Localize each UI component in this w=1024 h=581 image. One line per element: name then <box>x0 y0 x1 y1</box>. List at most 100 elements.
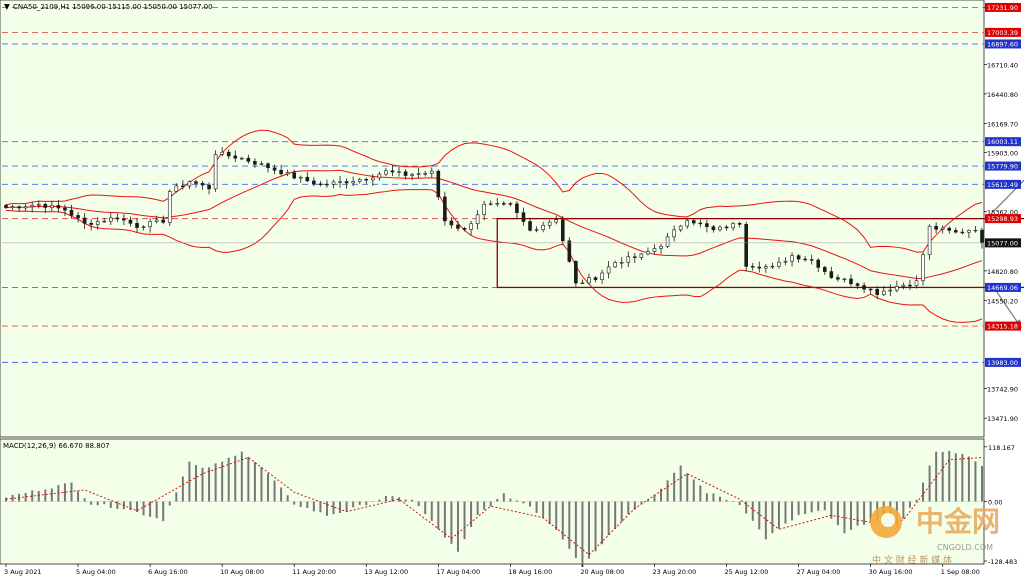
macd-bar <box>456 501 459 552</box>
candle-body <box>351 181 355 184</box>
time-tick-label: 20 Aug 08:00 <box>580 568 624 576</box>
candle-body <box>698 222 703 225</box>
current-price-tag <box>985 238 1021 248</box>
candle <box>816 257 821 273</box>
candle-body <box>10 206 15 208</box>
candle-body <box>495 203 500 205</box>
candle <box>593 276 598 283</box>
range-box[interactable] <box>496 217 1024 289</box>
candle <box>809 254 814 265</box>
macd-bar <box>928 465 931 502</box>
candle-body <box>488 203 493 205</box>
candle <box>868 287 873 295</box>
candle <box>960 228 965 235</box>
candle <box>652 244 657 255</box>
candle-body <box>36 203 41 206</box>
candle <box>17 205 21 212</box>
candle-body <box>82 217 87 224</box>
candle-body <box>862 285 866 290</box>
candle <box>102 217 107 223</box>
candle <box>397 166 401 177</box>
candle <box>384 168 388 176</box>
candle <box>927 224 932 260</box>
candle-body <box>508 203 513 205</box>
candle-body <box>194 181 198 184</box>
macd-bar <box>620 501 623 522</box>
candle-body <box>711 226 716 231</box>
macd-bar <box>63 483 66 502</box>
level-price-tag <box>985 321 1021 331</box>
macd-bar <box>856 501 859 526</box>
candle-body <box>796 255 801 260</box>
candle-body <box>240 157 244 160</box>
candle-body <box>102 220 107 223</box>
dropdown-triangle-icon[interactable]: ▼ <box>4 2 10 11</box>
macd-bar <box>902 501 905 519</box>
range-box-layer[interactable] <box>496 217 1024 289</box>
projection-arrow[interactable] <box>988 143 1024 217</box>
candle <box>842 277 847 283</box>
candle <box>613 260 617 269</box>
candle <box>194 179 198 188</box>
macd-bar <box>522 501 525 504</box>
candle-body <box>443 196 447 222</box>
candle-body <box>560 219 565 242</box>
candle-body <box>312 180 316 185</box>
price-tick-label: 16710.40 <box>987 61 1018 69</box>
candle-body <box>285 172 290 175</box>
level-price-tag <box>985 357 1021 367</box>
macd-bar <box>437 501 440 530</box>
price-tick-label: 14550.20 <box>987 297 1018 305</box>
projection-arrow[interactable] <box>994 289 1022 329</box>
macd-bar <box>673 472 676 502</box>
candle-body <box>757 266 762 269</box>
macd-bar <box>149 501 152 517</box>
candle <box>187 180 192 189</box>
candle <box>508 202 513 207</box>
candle-body <box>652 248 657 252</box>
candle <box>36 200 41 209</box>
time-tick-label: 25 Aug 12:00 <box>725 568 769 576</box>
macd-bar <box>764 501 767 540</box>
candle <box>292 169 297 180</box>
macd-bar <box>208 467 211 502</box>
candle-body <box>122 218 126 221</box>
candle <box>325 179 329 188</box>
macd-bar <box>725 499 728 502</box>
candle-body <box>56 205 61 209</box>
candle <box>901 282 906 290</box>
macd-bar <box>823 501 826 511</box>
candle-body <box>580 282 585 284</box>
projection-arrows[interactable] <box>988 143 1024 329</box>
candle <box>737 221 742 228</box>
macd-bar <box>496 498 499 502</box>
macd-bar <box>443 501 446 538</box>
macd-bar <box>332 501 335 515</box>
candle <box>403 169 408 180</box>
candle-body <box>541 224 545 230</box>
price-tick-label: 15903.00 <box>987 150 1018 158</box>
macd-bar <box>712 493 715 502</box>
candle <box>364 177 369 185</box>
macd-bar <box>103 501 106 505</box>
candle-body <box>849 278 853 285</box>
macd-bar <box>529 501 532 507</box>
macd-bar <box>515 500 518 502</box>
candle <box>50 201 54 212</box>
macd-bar <box>587 501 590 559</box>
candle <box>115 213 120 222</box>
candle <box>305 171 310 183</box>
candle-body <box>888 289 893 292</box>
macd-tick-label: 0.00 <box>988 499 1002 507</box>
candle-body <box>364 179 369 181</box>
candle <box>410 172 414 181</box>
candle <box>135 217 139 233</box>
candle-body <box>462 228 467 230</box>
macd-bar <box>948 450 951 502</box>
candle-body <box>822 267 827 272</box>
macd-bar <box>339 501 342 513</box>
candle-body <box>161 219 166 223</box>
macd-bar <box>797 501 800 515</box>
